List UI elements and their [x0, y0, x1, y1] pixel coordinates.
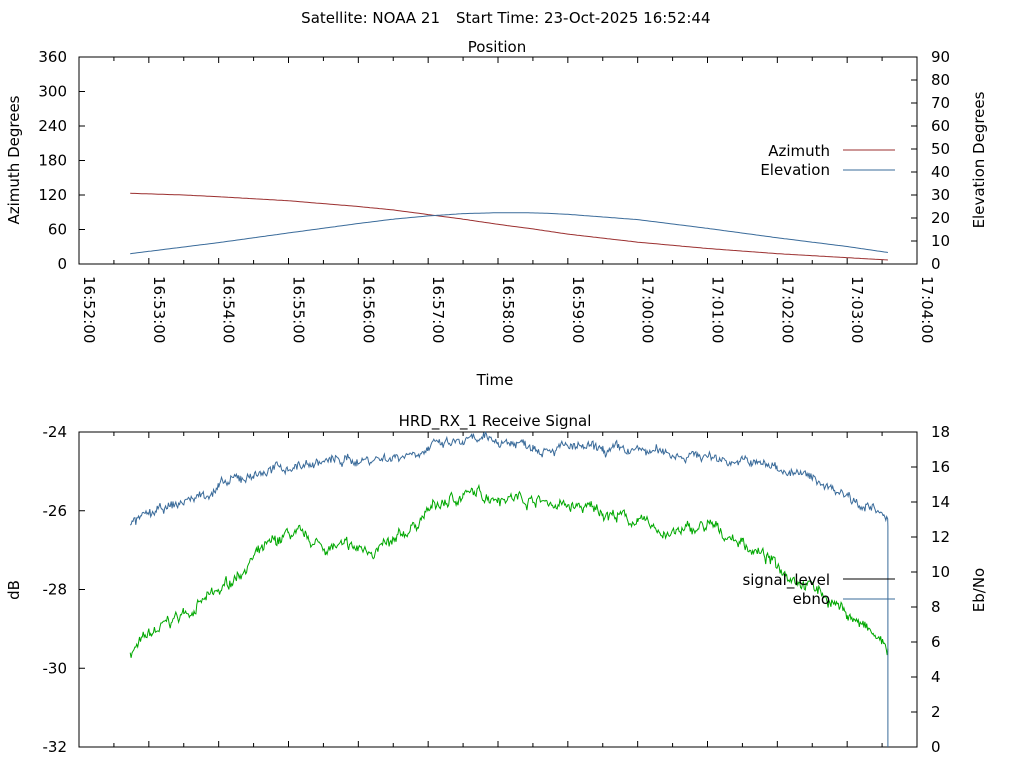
- x-tick-label: 17:01:00: [709, 276, 727, 343]
- x-tick-label: 16:53:00: [150, 276, 168, 343]
- x-tick-label: 16:58:00: [499, 276, 517, 343]
- start-time-label: Start Time: 23-Oct-2025 16:52:44: [456, 9, 711, 27]
- x-tick-label: 17:00:00: [639, 276, 657, 343]
- y2-tick-label: 20: [931, 209, 950, 227]
- y-tick-label: 300: [38, 83, 67, 101]
- azimuth-axis-label: Azimuth Degrees: [5, 95, 23, 224]
- y2-tick-label: 30: [931, 186, 950, 204]
- legend-label-azimuth: Azimuth: [768, 142, 830, 160]
- y2-tick-label: 8: [931, 598, 941, 616]
- y2-tick-label: 40: [931, 163, 950, 181]
- y-tick-label: -28: [43, 581, 68, 599]
- x-tick-label: 17:02:00: [778, 276, 796, 343]
- y2-tick-label: 0: [931, 255, 941, 273]
- y-tick-label: 240: [38, 117, 67, 135]
- y2-tick-label: 6: [931, 633, 941, 651]
- y2-tick-label: 60: [931, 117, 950, 135]
- ebno-axis-label: Eb/No: [970, 568, 988, 612]
- y2-tick-label: 2: [931, 703, 941, 721]
- position-chart-title: Position: [468, 38, 526, 56]
- x-tick-label: 17:03:00: [848, 276, 866, 343]
- series-line-elevation: [130, 212, 888, 255]
- receive-signal-chart-title: HRD_RX_1 Receive Signal: [399, 412, 592, 431]
- y2-tick-label: 0: [931, 738, 941, 756]
- x-tick-label: 16:57:00: [429, 276, 447, 343]
- y2-tick-label: 14: [931, 493, 950, 511]
- y-tick-label: 180: [38, 152, 67, 170]
- y-tick-label: -26: [43, 502, 68, 520]
- y-tick-label: 360: [38, 48, 67, 66]
- x-tick-label: 16:59:00: [569, 276, 587, 343]
- x-tick-label: 17:04:00: [918, 276, 936, 343]
- y2-tick-label: 50: [931, 140, 950, 158]
- y2-tick-label: 16: [931, 458, 950, 476]
- x-tick-label: 16:52:00: [80, 276, 98, 343]
- y2-tick-label: 18: [931, 423, 950, 441]
- series-line-azimuth: [130, 192, 888, 261]
- y2-tick-label: 90: [931, 48, 950, 66]
- position-chart: Position Azimuth Degrees Elevation Degre…: [5, 38, 988, 389]
- satellite-label: Satellite: NOAA 21: [301, 9, 440, 27]
- y-tick-label: -30: [43, 659, 68, 677]
- legend-label-ebno: ebno: [793, 590, 830, 608]
- y2-tick-label: 80: [931, 71, 950, 89]
- time-axis-label: Time: [476, 371, 514, 389]
- y2-tick-label: 10: [931, 563, 950, 581]
- series-line-signal-level: [129, 483, 889, 658]
- legend-label-elevation: Elevation: [760, 161, 830, 179]
- x-tick-label: 16:54:00: [220, 276, 238, 343]
- y2-tick-label: 4: [931, 668, 941, 686]
- y-tick-label: 120: [38, 186, 67, 204]
- x-tick-label: 16:55:00: [290, 276, 308, 343]
- y-tick-label: -24: [43, 423, 68, 441]
- legend-label-signal-level: signal_level: [742, 571, 830, 590]
- y-tick-label: 60: [48, 221, 67, 239]
- y2-tick-label: 12: [931, 528, 950, 546]
- elevation-axis-label: Elevation Degrees: [970, 91, 988, 228]
- receive-signal-plot-frame: [78, 431, 918, 748]
- y2-tick-label: 70: [931, 94, 950, 112]
- y2-tick-label: 10: [931, 232, 950, 250]
- receive-signal-chart: HRD_RX_1 Receive Signal dB Eb/No -24 -26 -…: [5, 412, 988, 756]
- series-line-ebno: [129, 430, 889, 747]
- y-tick-label: 0: [57, 255, 67, 273]
- db-axis-label: dB: [5, 580, 23, 600]
- y-tick-label: -32: [43, 738, 68, 756]
- x-tick-label: 16:56:00: [359, 276, 377, 343]
